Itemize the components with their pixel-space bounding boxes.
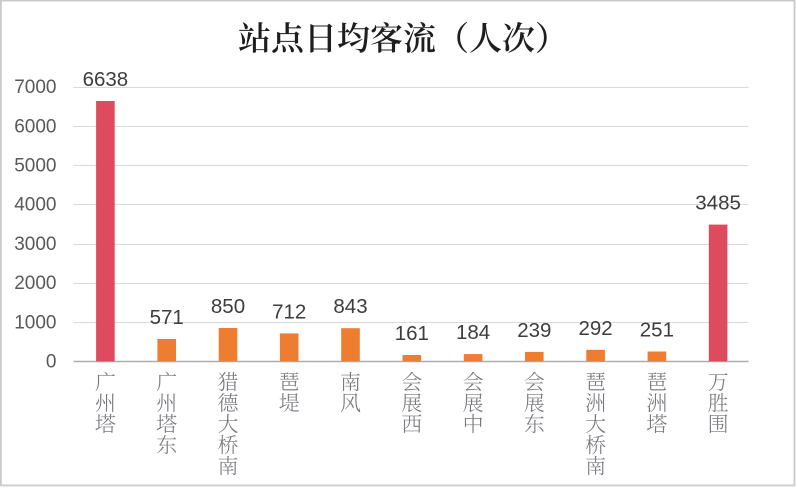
svg-text:0: 0 [46, 352, 57, 373]
svg-text:7000: 7000 [14, 77, 56, 98]
svg-text:184: 184 [456, 321, 490, 344]
svg-text:843: 843 [333, 295, 367, 318]
svg-text:571: 571 [150, 306, 184, 329]
svg-text:292: 292 [578, 317, 612, 340]
svg-text:161: 161 [395, 322, 429, 345]
svg-text:6000: 6000 [14, 116, 56, 137]
svg-text:5000: 5000 [14, 156, 56, 177]
svg-text:1000: 1000 [14, 312, 56, 333]
svg-text:2000: 2000 [14, 273, 56, 294]
svg-text:4000: 4000 [14, 195, 56, 216]
svg-text:3000: 3000 [14, 234, 56, 255]
svg-text:712: 712 [272, 300, 306, 323]
svg-text:3485: 3485 [695, 192, 741, 215]
svg-text:850: 850 [211, 295, 245, 318]
svg-text:251: 251 [640, 319, 674, 342]
svg-text:6638: 6638 [83, 68, 129, 91]
svg-text:239: 239 [517, 319, 551, 342]
